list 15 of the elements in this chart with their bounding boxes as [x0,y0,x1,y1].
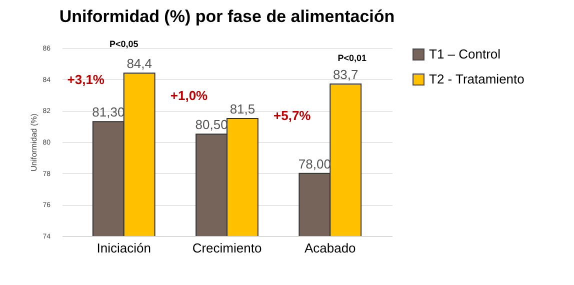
chart-title: Uniformidad (%) por fase de alimentación [59,7,395,26]
y-axis-title: Uniformidad (%) [30,113,39,172]
data-label: 81,5 [230,102,256,116]
annotation: P<0,05 [109,39,138,49]
x-tick-label: Iniciación [96,240,151,256]
annotation: P<0,01 [338,53,367,63]
annotation: +5,7% [274,108,312,123]
data-label: 84,4 [126,56,152,72]
legend-label: T1 – Control [429,46,501,62]
data-label: 83,7 [332,67,358,82]
annotation: +1,0% [170,88,208,103]
legend-label: T2 - Tratamiento [429,72,524,86]
annotation: +3,1% [67,72,105,87]
x-tick-label: Crecimiento [192,240,262,256]
x-tick-label: Acabado [304,240,356,256]
